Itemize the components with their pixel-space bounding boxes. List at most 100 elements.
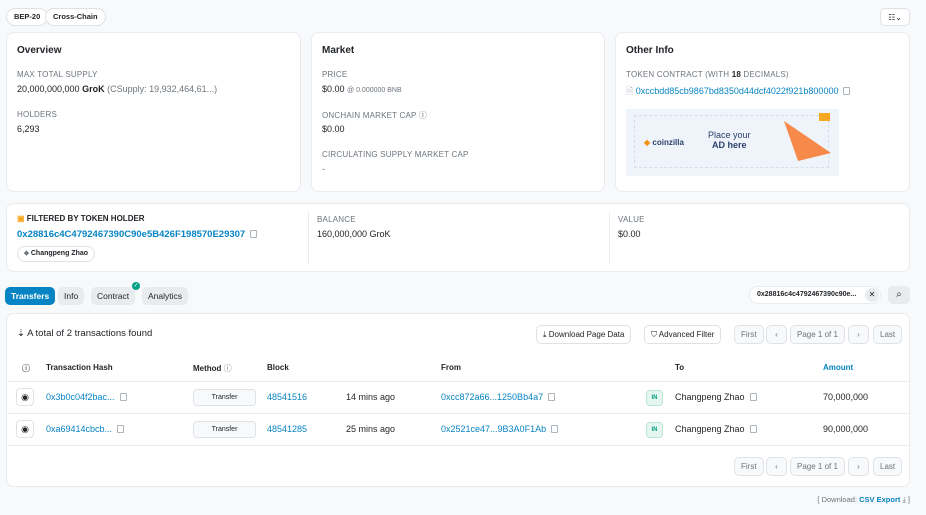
onchain-mcap-value: $0.00 [322, 124, 345, 134]
header-hash: Transaction Hash [46, 363, 113, 372]
download-page-data-button[interactable]: ⤓ Download Page Data [536, 325, 632, 344]
balance-label: BALANCE [317, 215, 356, 224]
header-method: Method ⓘ [193, 364, 232, 373]
copy-icon[interactable] [843, 87, 851, 95]
copy-icon [548, 393, 556, 401]
to-address[interactable]: Changpeng Zhao [675, 392, 757, 402]
csv-export-link[interactable]: CSV Export [859, 495, 901, 504]
age: 25 mins ago [346, 424, 396, 434]
value-label: VALUE [618, 215, 645, 224]
holders-value: 6,293 [17, 124, 40, 134]
download-icon: ⤓ [902, 495, 906, 504]
header-to: To [675, 363, 685, 372]
ad-banner[interactable]: ◆ coinzilla Place your AD here [626, 109, 839, 176]
page-indicator: Page 1 of 1 [790, 457, 845, 476]
first-page-button[interactable]: First [734, 325, 764, 344]
header-amount[interactable]: Amount [823, 363, 854, 372]
divider [609, 212, 610, 264]
tab-analytics[interactable]: Analytics [142, 287, 189, 305]
ad-text: Place your AD here [708, 130, 751, 150]
overview-title: Overview [17, 45, 62, 56]
tab-contract[interactable]: Contract [91, 287, 136, 305]
copy-icon [117, 425, 125, 433]
overview-card: Overview MAX TOTAL SUPPLY 20,000,000,000… [6, 32, 301, 192]
block-link[interactable]: 48541516 [267, 392, 308, 402]
last-page-button[interactable]: Last [873, 457, 903, 476]
market-card: Market PRICE $0.00 @ 0.000000 BNB ONCHAI… [311, 32, 605, 192]
download-icon: ⤓ [543, 330, 547, 339]
other-info-card: Other Info TOKEN CONTRACT (WITH 18 DECIM… [615, 32, 910, 192]
prev-page-button[interactable]: ‹ [766, 457, 787, 476]
table-row: ◉ 0xa69414cbcb... Transfer 48541285 25 m… [6, 413, 910, 445]
copy-icon[interactable] [250, 230, 258, 238]
balance-value: 160,000,000 GroK [317, 229, 391, 239]
advanced-filter-button[interactable]: ⛉ Advanced Filter [644, 325, 722, 344]
market-title: Market [322, 45, 355, 56]
price-value: $0.00 @ 0.000000 BNB [322, 84, 402, 94]
method-badge: Transfer [193, 421, 256, 438]
help-icon: ⓘ [223, 364, 232, 373]
max-supply-label: MAX TOTAL SUPPLY [17, 70, 98, 79]
tab-transfers[interactable]: Transfers [5, 287, 56, 305]
copy-icon [749, 393, 757, 401]
document-icon: 🗎 [626, 86, 634, 96]
badge-bep20: BEP-20 [6, 8, 49, 26]
to-address[interactable]: Changpeng Zhao [675, 424, 757, 434]
help-icon[interactable]: ⓘ [22, 364, 30, 373]
divider [308, 212, 309, 264]
copy-icon [551, 425, 559, 433]
from-address[interactable]: 0x2521ce47...9B3A0F1Ab [441, 424, 559, 434]
last-page-button[interactable]: Last [873, 325, 903, 344]
search-icon[interactable]: ⌕ [888, 286, 910, 304]
other-info-title: Other Info [626, 45, 674, 56]
tx-hash[interactable]: 0xa69414cbcb... [46, 424, 125, 434]
header-block: Block [267, 363, 289, 372]
tag-icon: ⬥ [24, 250, 29, 257]
holder-address: 0x28816c4C4792467390C90e5B426F198570E293… [17, 229, 258, 240]
csv-download: [ Download: CSV Export ⤓ ] [817, 495, 910, 504]
eye-icon[interactable]: ◉ [16, 420, 34, 438]
block-link[interactable]: 48541285 [267, 424, 308, 434]
next-page-button[interactable]: › [848, 325, 869, 344]
direction-badge: IN [646, 422, 663, 438]
tab-info[interactable]: Info [58, 287, 85, 305]
filter-icon: ⛉ [651, 330, 657, 339]
tx-hash[interactable]: 0x3b0c04f2bac... [46, 392, 127, 402]
holder-filter-input[interactable]: 0x28816c4c4792467390c90e... [749, 286, 881, 304]
age: 14 mins ago [346, 392, 396, 402]
ad-graphic [784, 113, 831, 161]
value-value: $0.00 [618, 229, 641, 239]
holder-address-link[interactable]: 0x28816c4C4792467390C90e5B426F198570E293… [17, 229, 246, 240]
holder-filter-card: ▣ FILTERED BY TOKEN HOLDER 0x28816c4C479… [6, 203, 910, 272]
table-row: ◉ 0x3b0c04f2bac... Transfer 48541516 14 … [6, 381, 910, 413]
coinzilla-logo: ◆ coinzilla [644, 138, 684, 147]
price-label: PRICE [322, 70, 348, 79]
help-icon[interactable]: ⓘ [418, 111, 428, 120]
from-address[interactable]: 0xcc872a66...1250Bb4a7 [441, 392, 556, 402]
holders-label: HOLDERS [17, 110, 58, 119]
holder-tag[interactable]: ⬥ Changpeng Zhao [17, 246, 96, 262]
sort-icon: ⇣ [17, 328, 25, 339]
holder-filter-label: ▣ FILTERED BY TOKEN HOLDER [17, 214, 145, 223]
transactions-summary: ⇣ A total of 2 transactions found [17, 328, 153, 339]
copy-icon [119, 393, 127, 401]
amount: 90,000,000 [823, 424, 869, 434]
divider [6, 445, 910, 446]
token-contract-label: TOKEN CONTRACT (WITH 18 DECIMALS) [626, 70, 789, 79]
user-icon: ▣ [17, 214, 25, 223]
first-page-button[interactable]: First [734, 457, 764, 476]
copy-icon [749, 425, 757, 433]
prev-page-button[interactable]: ‹ [766, 325, 787, 344]
cs-mcap-value: - [322, 164, 325, 174]
page-indicator: Page 1 of 1 [790, 325, 845, 344]
max-supply-value: 20,000,000,000 GroK (CSupply: 19,932,464… [17, 84, 218, 94]
next-page-button[interactable]: › [848, 457, 869, 476]
clear-filter-icon[interactable]: ✕ [865, 288, 879, 302]
eye-icon[interactable]: ◉ [16, 388, 34, 406]
token-contract-link[interactable]: 0xccbdd85cb9867bd8350d44dcf4022f921b8000… [635, 86, 839, 96]
cs-mcap-label: CIRCULATING SUPPLY MARKET CAP [322, 150, 469, 159]
direction-badge: IN [646, 390, 663, 406]
badge-cross-chain[interactable]: Cross-Chain [45, 8, 106, 26]
method-badge: Transfer [193, 389, 256, 406]
view-options-button[interactable]: ☷⌄ [880, 8, 910, 26]
